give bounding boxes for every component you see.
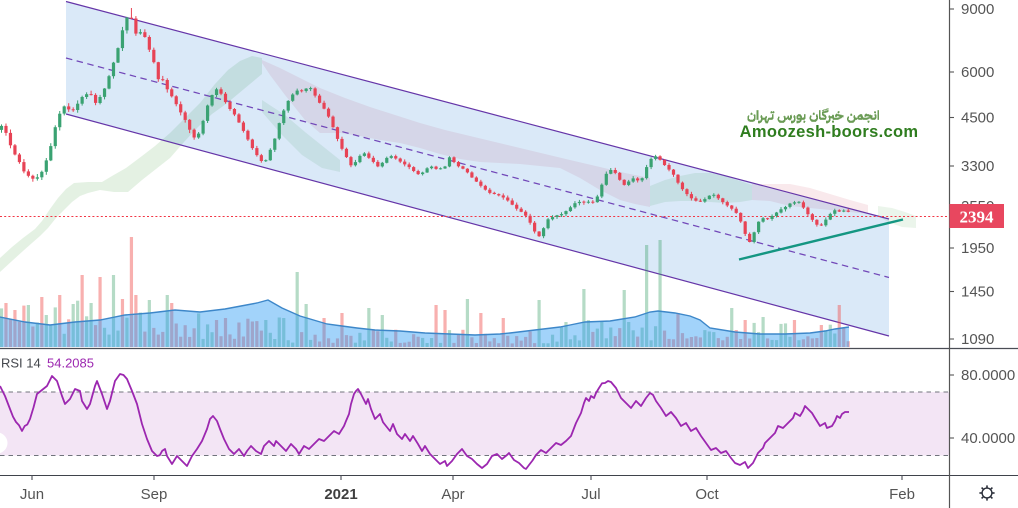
svg-text:1090: 1090 <box>961 331 994 348</box>
svg-text:Jun: Jun <box>20 486 44 503</box>
svg-text:Amoozesh-boors.com: Amoozesh-boors.com <box>740 123 919 141</box>
svg-text:1950: 1950 <box>961 240 994 257</box>
svg-text:RSI 14: RSI 14 <box>1 356 41 371</box>
svg-text:3300: 3300 <box>961 158 994 175</box>
svg-text:54.2085: 54.2085 <box>47 356 94 371</box>
svg-text:Oct: Oct <box>695 486 719 503</box>
svg-text:2394: 2394 <box>960 208 995 227</box>
svg-text:9000: 9000 <box>961 1 994 18</box>
svg-text:4500: 4500 <box>961 110 994 127</box>
svg-text:Jul: Jul <box>581 486 600 503</box>
svg-text:1450: 1450 <box>961 284 994 301</box>
svg-text:6000: 6000 <box>961 64 994 81</box>
svg-text:40.0000: 40.0000 <box>961 430 1015 447</box>
svg-text:2021: 2021 <box>324 486 357 503</box>
svg-text:Sep: Sep <box>141 486 168 503</box>
svg-text:Feb: Feb <box>889 486 915 503</box>
svg-text:Apr: Apr <box>441 486 464 503</box>
svg-text:80.0000: 80.0000 <box>961 367 1015 384</box>
